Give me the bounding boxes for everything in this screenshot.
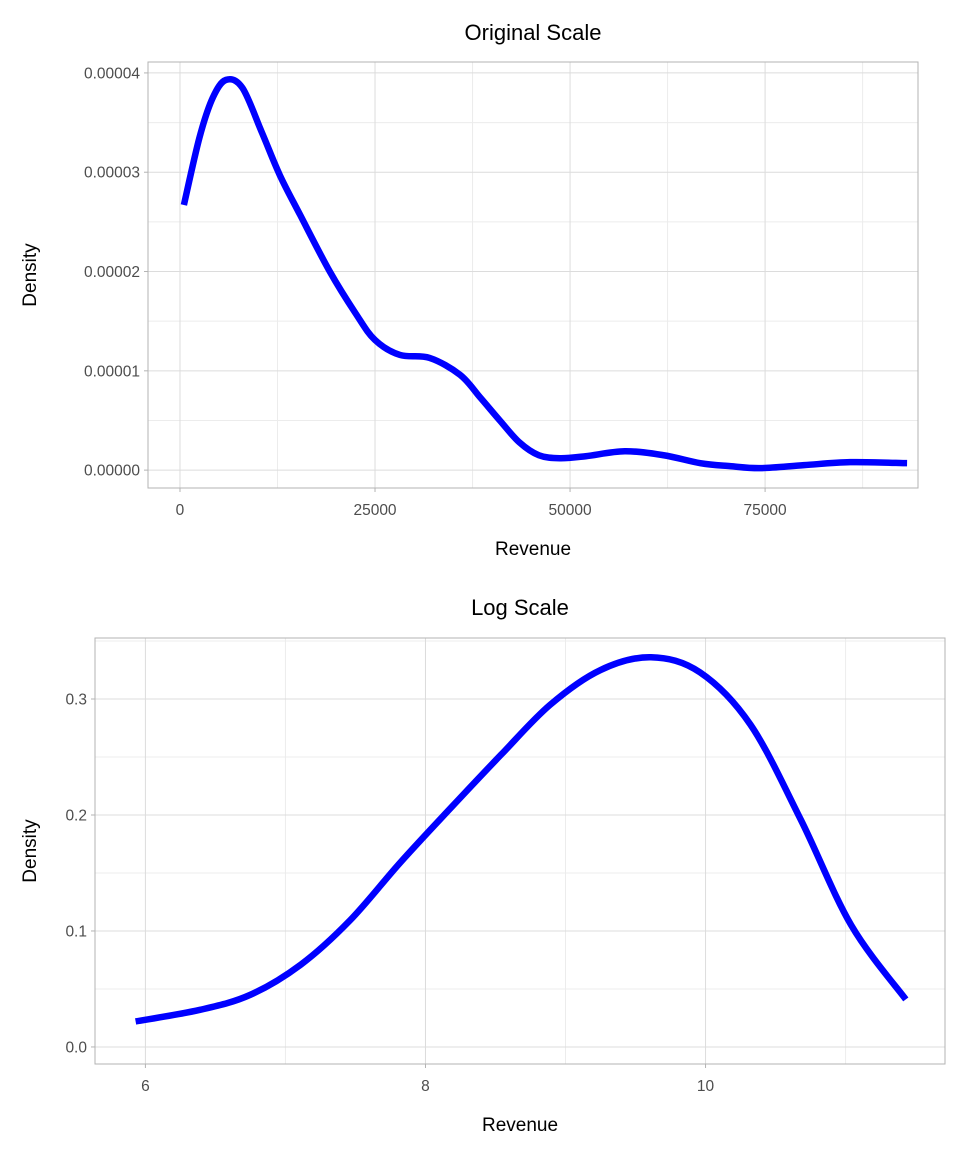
x-tick-label: 50000 [549,502,592,519]
x-tick-label: 75000 [744,502,787,519]
x-tick-label: 8 [421,1078,430,1095]
density-line [135,654,909,1025]
y-tick-label: 0.1 [65,923,87,940]
y-tick-label: 0.00000 [84,463,140,480]
density-line [180,75,908,472]
x-tick-label: 0 [176,502,185,519]
x-tick-label: 25000 [353,502,396,519]
x-tick-label: 10 [697,1078,715,1095]
x-axis-label: Revenue [495,539,571,560]
x-tick-label: 6 [141,1078,150,1095]
x-axis-label: Revenue [482,1115,558,1136]
y-tick-label: 0.00001 [84,363,140,380]
y-tick-label: 0.00002 [84,264,140,281]
y-axis-label: Density [20,819,41,883]
chart-title: Original Scale [465,20,602,45]
y-tick-label: 0.00004 [84,65,140,82]
panel-border [94,637,946,1065]
panel-border [147,61,919,489]
y-tick-label: 0.00003 [84,165,140,182]
chart-title: Log Scale [471,595,569,620]
chart-1: 0 25000 50000 75000 0.00000 0.00001 0.00002 0.0… [20,20,919,560]
y-tick-label: 0.2 [65,807,87,824]
y-tick-label: 0.3 [65,692,87,709]
chart-2: 6 8 10 0.0 0.1 0.2 0.3 Log Scale Revenue Density [20,595,946,1136]
y-tick-label: 0.0 [65,1039,87,1056]
y-axis-label: Density [20,243,41,307]
